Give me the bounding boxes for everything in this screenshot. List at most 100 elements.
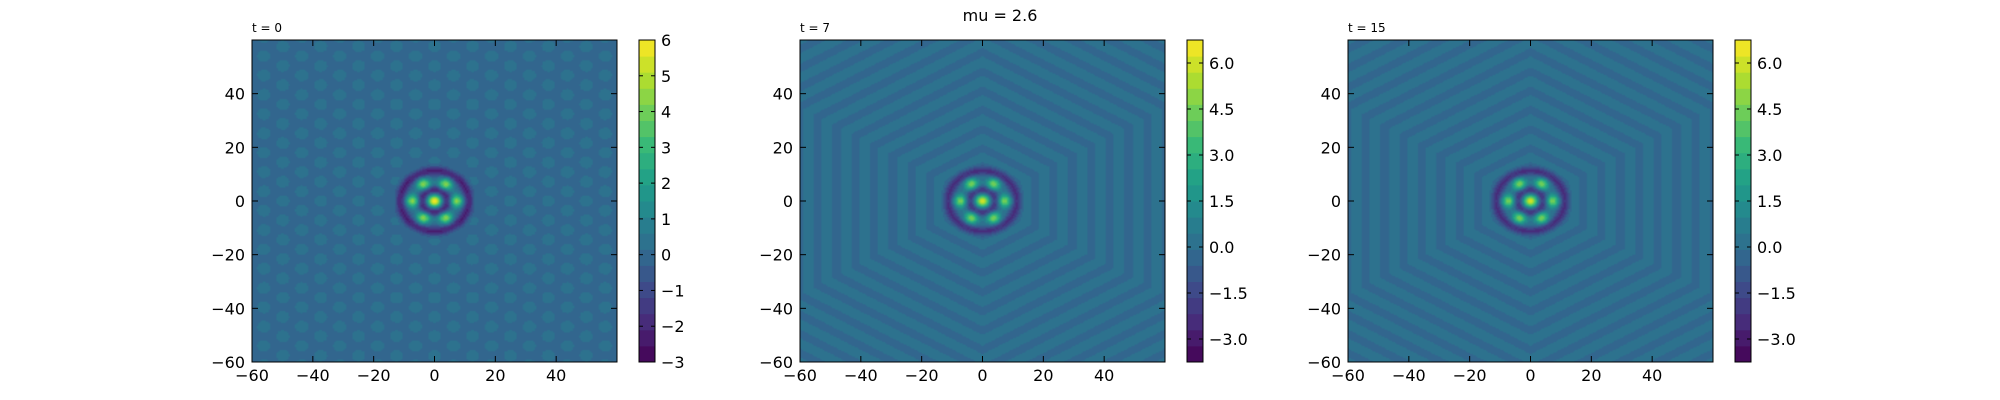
colorbar-level [639, 281, 655, 299]
x-tick-label: 20 [1581, 366, 1601, 385]
colorbar-level [639, 313, 655, 331]
x-tick-label: 40 [1094, 366, 1114, 385]
colorbar-level [639, 104, 655, 121]
y-tick-label: −60 [759, 353, 793, 372]
x-tick-label: 0 [977, 366, 987, 385]
x-tick-label: −20 [357, 366, 391, 385]
colorbar-level [1735, 184, 1751, 202]
colorbar: −3.0 −1.5 0.0 1.5 3.0 4.5 6.0 [1734, 39, 1796, 363]
heatmap-image [1348, 40, 1713, 362]
colorbar-level [1735, 56, 1751, 73]
colorbar-level [1735, 281, 1751, 299]
colorbar-level [639, 56, 655, 73]
panel-title: t = 15 [1348, 21, 1386, 35]
colorbar-level [1187, 40, 1203, 57]
y-tick-label: 40 [1321, 85, 1341, 104]
y-tick-label: 20 [773, 138, 793, 157]
colorbar-level [1187, 345, 1203, 363]
heatmap-image [800, 40, 1165, 362]
colorbar-level [1735, 40, 1751, 57]
colorbar-tick-label: 3 [661, 138, 671, 157]
colorbar-level [1735, 265, 1751, 282]
y-tick-label: 40 [225, 85, 245, 104]
x-tick-label: 20 [485, 366, 505, 385]
colorbar-level [639, 297, 655, 315]
panel-title: t = 0 [252, 21, 282, 35]
y-tick-label: −60 [211, 353, 245, 372]
colorbar-tick-label: −2 [661, 317, 685, 336]
figure-suptitle: mu = 2.6 [963, 6, 1038, 25]
colorbar-tick-label: 6 [661, 31, 671, 50]
colorbar-level [1187, 152, 1203, 170]
x-tick-label: −40 [844, 366, 878, 385]
colorbar-level [1735, 104, 1751, 121]
colorbar-tick-label: 3.0 [1757, 146, 1782, 165]
colorbar-level [639, 72, 655, 89]
x-tick-label: −20 [1453, 366, 1487, 385]
colorbar-tick-label: 1.5 [1757, 192, 1782, 211]
x-tick-label: 0 [429, 366, 439, 385]
colorbar-level [1735, 217, 1751, 234]
panel-1: t = 0 −60 −40 −20 0 20 40 −60 −40 −20 0 20 40 −3 −2 −1 0… [211, 21, 684, 385]
y-tick-label: 0 [235, 192, 245, 211]
colorbar-level [639, 249, 655, 266]
colorbar-tick-label: −3.0 [1757, 330, 1796, 349]
colorbar-level [639, 201, 655, 218]
colorbar-level [639, 217, 655, 234]
colorbar-tick-label: −3.0 [1209, 330, 1248, 349]
colorbar-level [1187, 120, 1203, 138]
colorbar-level [1187, 265, 1203, 282]
colorbar-level [1735, 313, 1751, 331]
colorbar-tick-label: 0.0 [1209, 238, 1234, 257]
colorbar-level [1187, 281, 1203, 299]
colorbar-level [1735, 168, 1751, 186]
colorbar-tick-label: −1.5 [1209, 284, 1248, 303]
colorbar-level [639, 233, 655, 250]
colorbar-level [1187, 201, 1203, 218]
panel-2: t = 7 −60 −40 −20 0 20 40 −60 −40 −20 0 20 40 −3.0 −1.… [759, 21, 1248, 385]
y-tick-label: −20 [1307, 246, 1341, 265]
colorbar-level [1187, 184, 1203, 202]
colorbar-level [1187, 313, 1203, 331]
colorbar-level [1735, 329, 1751, 347]
colorbar-tick-label: 6.0 [1209, 54, 1234, 73]
colorbar-level [1187, 136, 1203, 154]
colorbar-level [639, 184, 655, 202]
x-tick-label: 40 [546, 366, 566, 385]
y-tick-label: 40 [773, 85, 793, 104]
colorbar-tick-label: 6.0 [1757, 54, 1782, 73]
y-tick-label: 20 [225, 138, 245, 157]
colorbar: −3.0 −1.5 0.0 1.5 3.0 4.5 6.0 [1186, 39, 1248, 363]
panel-3: t = 15 −60 −40 −20 0 20 40 −60 −40 −20 0 20 40 −3.0 −1… [1307, 21, 1796, 385]
colorbar-level [1187, 329, 1203, 347]
colorbar-level [639, 265, 655, 282]
x-tick-label: 40 [1642, 366, 1662, 385]
panel-title: t = 7 [800, 21, 830, 35]
colorbar-tick-label: 0.0 [1757, 238, 1782, 257]
colorbar-level [1735, 152, 1751, 170]
y-tick-label: −40 [211, 299, 245, 318]
colorbar-level [639, 136, 655, 154]
colorbar-tick-label: −1.5 [1757, 284, 1796, 303]
colorbar-tick-label: 3.0 [1209, 146, 1234, 165]
x-tick-label: −60 [235, 366, 269, 385]
colorbar-level [1735, 233, 1751, 250]
x-tick-label: −60 [1331, 366, 1365, 385]
colorbar-tick-label: 4.5 [1209, 100, 1234, 119]
colorbar-level [639, 152, 655, 170]
colorbar-level [639, 345, 655, 363]
colorbar-tick-label: 1 [661, 210, 671, 229]
colorbar-tick-label: 4.5 [1757, 100, 1782, 119]
x-tick-label: −60 [783, 366, 817, 385]
colorbar-level [1187, 233, 1203, 250]
colorbar-level [1187, 104, 1203, 121]
x-tick-label: −40 [1392, 366, 1426, 385]
colorbar-tick-label: 1.5 [1209, 192, 1234, 211]
colorbar-tick-label: −1 [661, 281, 685, 300]
colorbar-level [1735, 136, 1751, 154]
colorbar-level [639, 329, 655, 347]
colorbar-level [639, 40, 655, 57]
colorbar-level [1187, 72, 1203, 89]
colorbar-level [1735, 88, 1751, 105]
